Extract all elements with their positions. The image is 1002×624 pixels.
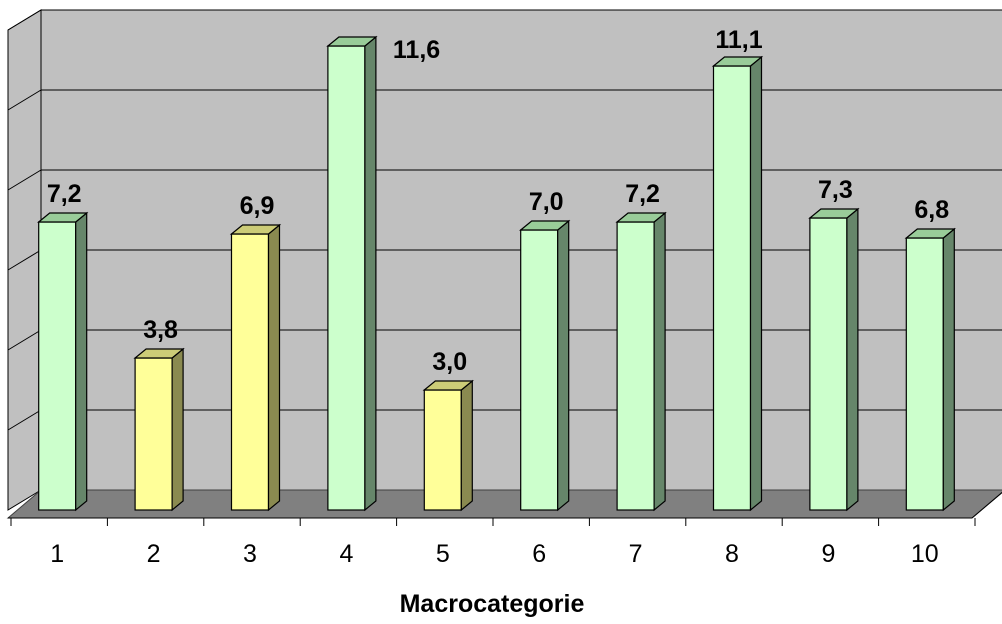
x-tick-label: 2 — [147, 540, 161, 568]
x-tick-label: 1 — [50, 540, 64, 568]
bar-top — [422, 380, 474, 391]
gridline-side — [7, 329, 42, 351]
bar-front — [712, 65, 752, 511]
bar — [133, 347, 185, 512]
x-tick-label: 7 — [629, 540, 643, 568]
bar-front — [520, 229, 559, 511]
bar-side — [557, 219, 570, 512]
bar-top — [711, 56, 764, 67]
x-tick-label: 4 — [339, 540, 353, 568]
bar-top — [229, 224, 282, 235]
bar — [615, 211, 667, 512]
x-tick-label: 10 — [911, 540, 939, 568]
bar — [37, 211, 89, 512]
bar-front — [230, 233, 270, 511]
bar — [229, 223, 282, 512]
bar — [711, 55, 764, 512]
bar-front — [809, 217, 848, 511]
bar — [326, 35, 378, 512]
data-label: 7,0 — [529, 188, 564, 216]
x-tick-label: 5 — [436, 540, 450, 568]
bar-side — [171, 347, 184, 512]
bar — [808, 207, 860, 512]
bar-side — [653, 211, 666, 512]
data-label: 7,2 — [47, 180, 82, 208]
bar-side — [749, 55, 763, 512]
x-tick-label: 9 — [821, 540, 835, 568]
bar — [519, 219, 571, 512]
bar-side — [846, 207, 859, 512]
x-axis-title: Macrocategorie — [400, 590, 585, 618]
bar-side — [75, 211, 88, 512]
gridline-side — [7, 9, 42, 31]
bar-front — [327, 45, 366, 511]
gridline-side — [7, 249, 42, 271]
x-axis-end — [971, 491, 1002, 519]
bar-front — [616, 221, 655, 511]
bar — [422, 379, 474, 512]
data-label: 7,2 — [625, 180, 660, 208]
data-labels: 7,2 3,8 6,9 11,6 3,0 7,0 7,2 11,1 7,3 6,8 — [47, 26, 949, 376]
data-label: 11,6 — [393, 36, 440, 64]
bar-side — [942, 227, 955, 512]
bar-front — [134, 357, 173, 511]
x-tick-label: 8 — [725, 540, 739, 568]
bar — [904, 227, 956, 512]
bar-side — [267, 223, 281, 512]
gridline-side — [7, 409, 42, 431]
x-tick-label: 6 — [532, 540, 546, 568]
data-label: 6,9 — [240, 192, 275, 220]
data-label: 3,0 — [432, 348, 467, 376]
bar-front — [38, 221, 77, 511]
bar-top — [37, 212, 89, 223]
x-axis — [8, 491, 1002, 526]
bar-front — [905, 237, 944, 511]
gridline-side — [7, 89, 42, 111]
data-label: 6,8 — [914, 196, 949, 224]
x-tick-label: 3 — [243, 540, 257, 568]
bar-top — [904, 228, 956, 239]
x-tick-labels: 1 2 3 4 5 6 7 8 9 10 — [50, 540, 938, 568]
bar-top — [519, 220, 571, 231]
gridline-side — [7, 169, 42, 191]
bars — [37, 35, 956, 512]
data-label: 7,3 — [818, 176, 853, 204]
bar-side — [364, 35, 377, 512]
data-label: 3,8 — [143, 316, 178, 344]
bar-top — [326, 36, 378, 47]
bar-top — [133, 348, 185, 359]
bar-side — [460, 379, 473, 512]
bar-front — [423, 389, 462, 511]
bar-top — [615, 212, 667, 223]
data-label: 11,1 — [715, 26, 762, 54]
bar-top — [808, 208, 860, 219]
